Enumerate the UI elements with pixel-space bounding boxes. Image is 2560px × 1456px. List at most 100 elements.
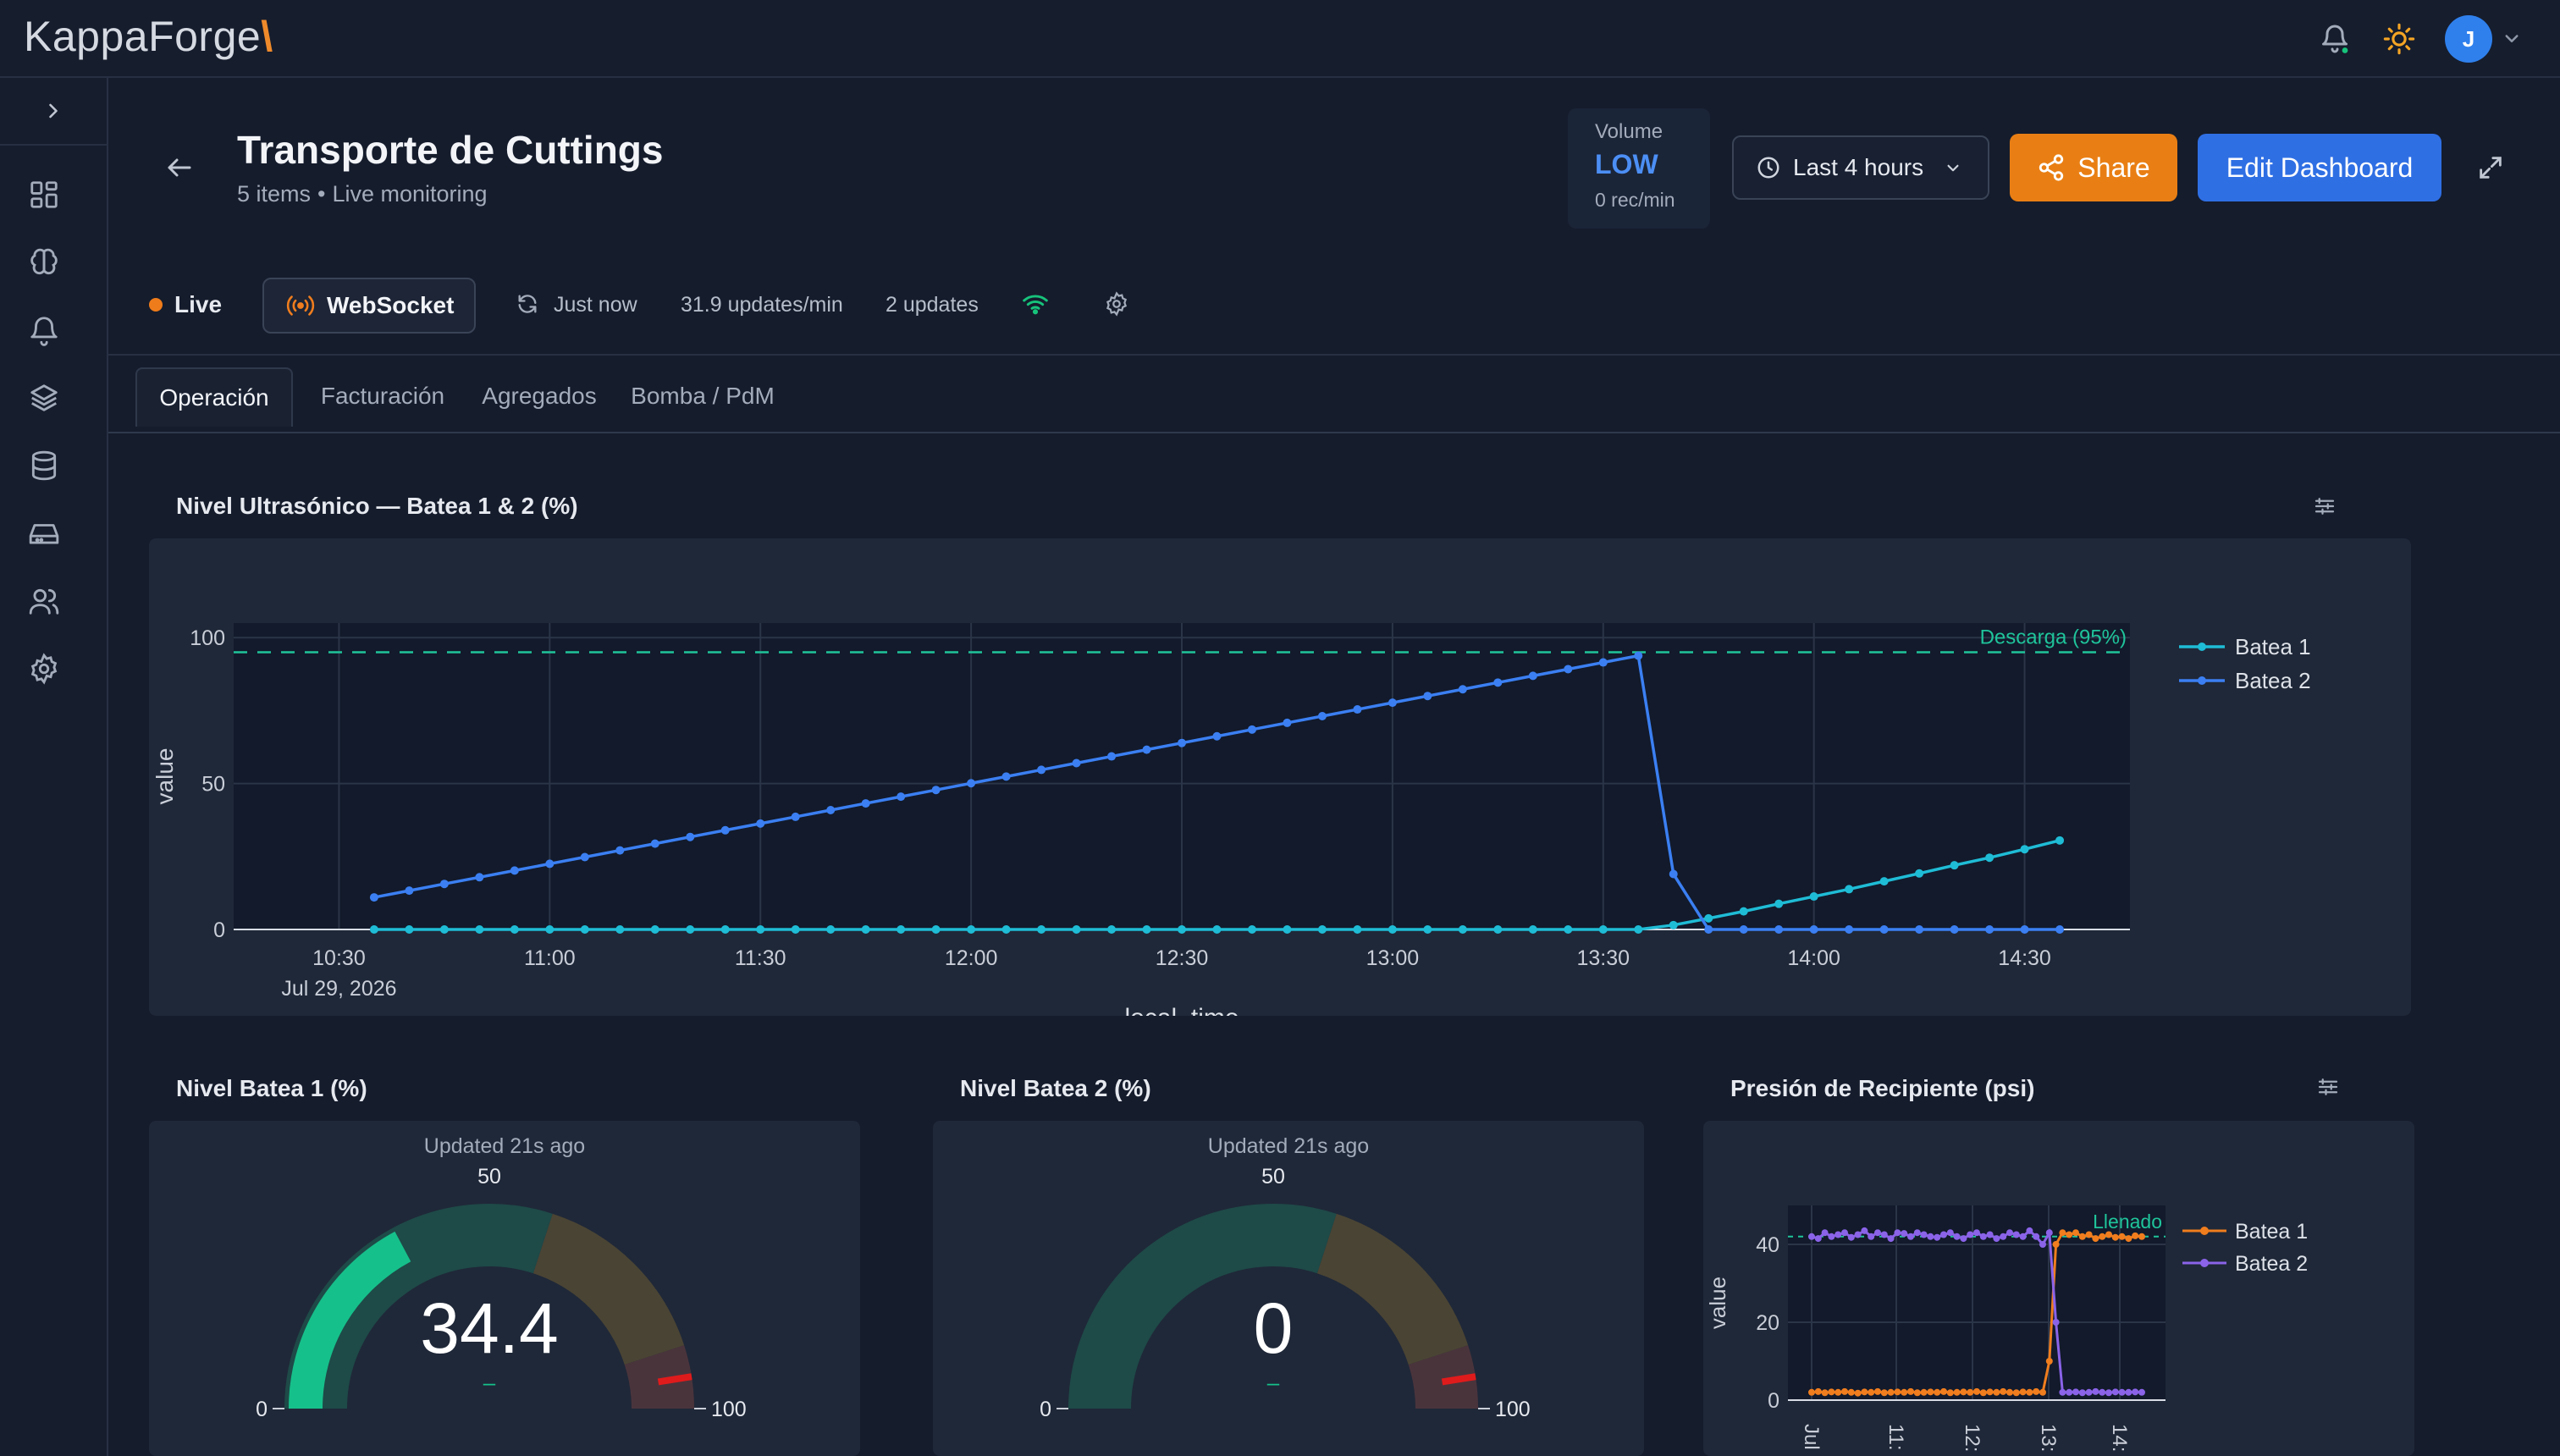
data-point xyxy=(2055,925,2065,934)
data-point xyxy=(1979,1389,1987,1397)
level-chart[interactable]: 10:30 11:00 11:30 12:00 12:30 13:00 13:30 14:00… xyxy=(149,538,2411,1032)
data-point xyxy=(1993,1235,2000,1243)
data-point xyxy=(1247,925,1256,934)
data-point xyxy=(1879,877,1889,886)
sidebar xyxy=(0,78,108,1456)
data-point xyxy=(2099,1388,2106,1396)
gauge-tick-label: 50 xyxy=(477,1165,501,1189)
data-point xyxy=(2020,845,2029,854)
refresh-icon[interactable] xyxy=(513,290,542,318)
last-refresh: Just now xyxy=(554,293,637,317)
data-point xyxy=(967,779,976,788)
x-tick-label: 14:00 xyxy=(1787,946,1840,970)
tab-bomba-pdm[interactable]: Bomba / PdM xyxy=(631,383,775,409)
data-point xyxy=(2006,1388,2013,1396)
transport-label: WebSocket xyxy=(327,292,455,318)
gauge-band-warning xyxy=(532,1213,685,1365)
gauge-tick-label: 0 xyxy=(256,1398,268,1421)
data-point xyxy=(2138,1233,2145,1240)
threshold-label: Llenado xyxy=(2093,1211,2162,1233)
tab-agregados[interactable]: Agregados xyxy=(482,383,597,409)
share-icon xyxy=(2039,154,2064,181)
edit-dashboard-button[interactable]: Edit Dashboard xyxy=(2198,134,2441,201)
notifications-icon[interactable] xyxy=(2313,17,2357,61)
data-point xyxy=(1564,665,1573,674)
data-point xyxy=(1598,658,1608,667)
page-subtitle: 5 items • Live monitoring xyxy=(237,181,488,207)
panel-menu-pressure[interactable] xyxy=(2313,1072,2343,1102)
sidebar-item-alerts[interactable] xyxy=(25,312,63,349)
data-point xyxy=(2066,1231,2073,1238)
sidebar-item-settings[interactable] xyxy=(25,650,63,687)
time-range-select[interactable]: Last 4 hours xyxy=(1732,135,1989,200)
sidebar-item-database[interactable] xyxy=(25,447,63,484)
data-point xyxy=(1940,1387,1947,1395)
data-point xyxy=(1940,1231,1947,1238)
data-point xyxy=(2055,836,2065,845)
data-point xyxy=(931,786,941,795)
data-point xyxy=(2118,1388,2126,1396)
share-button[interactable]: Share xyxy=(2010,134,2177,201)
sidebar-item-layers[interactable] xyxy=(25,379,63,416)
data-point xyxy=(1834,1388,1842,1396)
data-point xyxy=(405,925,414,934)
menu-icon xyxy=(2314,498,2335,515)
data-point xyxy=(405,886,414,896)
gauge-delta: – xyxy=(1267,1370,1280,1395)
data-point xyxy=(1927,1388,1934,1396)
data-point xyxy=(2059,1229,2066,1237)
data-point xyxy=(1814,1387,1822,1395)
data-point xyxy=(545,925,554,934)
logo-mark: \ xyxy=(261,13,273,60)
tab-facturacion[interactable]: Facturación xyxy=(320,383,445,409)
tab-operacion[interactable]: Operación xyxy=(135,367,293,427)
data-point xyxy=(2078,1233,2086,1240)
data-point xyxy=(1212,925,1222,934)
data-point xyxy=(2066,1388,2073,1396)
data-point xyxy=(1704,925,1713,934)
sidebar-item-storage[interactable] xyxy=(25,515,63,552)
pressure-chart[interactable]: Jul 11: 12: 13: 14: 0 20 40 value Llenado Batea 1 B… xyxy=(1703,1121,2414,1456)
data-point xyxy=(1283,925,1292,934)
x-tick-label: 13:30 xyxy=(1576,946,1630,970)
sidebar-item-dashboards[interactable] xyxy=(25,176,63,213)
data-point xyxy=(2039,1241,2046,1248)
chevron-down-icon[interactable] xyxy=(2499,25,2524,51)
data-point xyxy=(1072,758,1081,768)
avatar[interactable]: J xyxy=(2445,15,2492,63)
data-point xyxy=(967,925,976,934)
back-button[interactable] xyxy=(161,149,198,186)
data-point xyxy=(439,925,449,934)
data-point xyxy=(2118,1233,2126,1240)
data-point xyxy=(2085,1388,2093,1396)
y-tick-label: 20 xyxy=(1756,1311,1779,1335)
logo[interactable]: KappaForge\ xyxy=(24,12,273,61)
users-icon xyxy=(29,588,59,615)
top-bar: KappaForge\ J xyxy=(0,0,2560,78)
data-point xyxy=(510,925,519,934)
data-point xyxy=(826,925,836,934)
panel-menu-level[interactable] xyxy=(2309,491,2340,521)
data-point xyxy=(1841,1229,1848,1237)
fullscreen-button[interactable] xyxy=(2472,149,2509,186)
transport-badge[interactable]: WebSocket xyxy=(262,278,476,334)
legend-marker xyxy=(2200,1259,2209,1267)
data-point xyxy=(1861,1227,1868,1234)
data-point xyxy=(1178,925,1186,934)
x-tick-label: 12: xyxy=(1961,1424,1983,1452)
sidebar-expand-button[interactable] xyxy=(0,78,107,146)
data-point xyxy=(1107,752,1117,761)
y-tick-label: 100 xyxy=(190,626,225,650)
data-point xyxy=(2132,1388,2139,1396)
stream-settings-button[interactable] xyxy=(1102,290,1131,318)
hard-drive-icon xyxy=(29,524,59,544)
sidebar-item-ai[interactable] xyxy=(25,244,63,281)
theme-toggle-sun-icon[interactable] xyxy=(2377,17,2421,61)
gauge1-chart: 0 50 100 34.4– xyxy=(256,1165,747,1421)
sidebar-item-users[interactable] xyxy=(25,582,63,620)
status-row: Live WebSocket Just now 31.9 updates/min… xyxy=(108,254,2560,356)
x-tick-label: 14:30 xyxy=(1998,946,2051,970)
data-point xyxy=(1985,925,1994,934)
data-point xyxy=(1845,885,1854,894)
data-point xyxy=(1669,920,1678,929)
